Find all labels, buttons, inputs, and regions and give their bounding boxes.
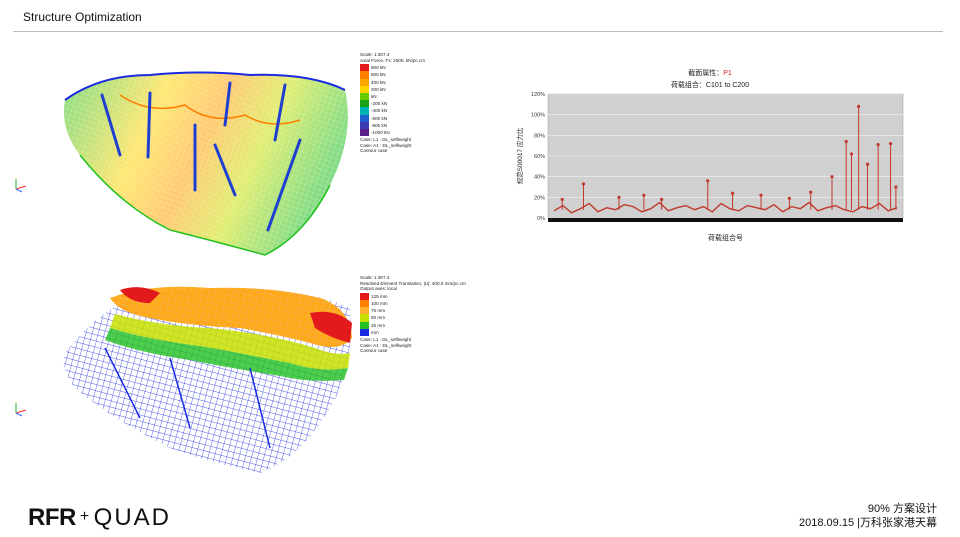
translation-legend-level-label: 100 mm (371, 300, 388, 306)
axis-triad-icon (15, 403, 27, 417)
x-axis-band (548, 218, 903, 222)
series-line (553, 201, 898, 214)
axial-legend-swatch (360, 128, 369, 137)
logo-rfr: RFR (28, 504, 76, 531)
y-tick-label: 0% (537, 216, 545, 222)
data-point (787, 196, 791, 200)
data-point (642, 193, 646, 197)
data-point (830, 175, 834, 179)
chart-title: 截面属性：P1 (688, 68, 732, 77)
legend-case2: Case: A1 : DL_selfweight (360, 342, 412, 348)
chart-title-label: 截面属性： (688, 68, 723, 77)
translation-legend-swatch (360, 314, 369, 322)
legend-title: Axial Force, Fx: 2000. kN/pc.cm (360, 57, 426, 63)
legend-scale: Scale: 1:307.4 (360, 275, 390, 280)
data-point (888, 142, 893, 146)
legend-title: Resolved Element Translation, |U|: 400.0… (360, 280, 466, 286)
chart-subtitle: 荷载组合：C101 to C200 (671, 80, 749, 89)
legend-case1: Case: L1 : DL_selfweight (360, 336, 412, 342)
axial-legend-swatch (360, 114, 369, 122)
legend-color-scale (360, 64, 369, 137)
axial-legend-swatch (360, 107, 369, 115)
data-point (581, 182, 586, 186)
data-point (560, 197, 564, 201)
y-tick-label: 120% (531, 92, 545, 98)
translation-panel: Scale: 1:307.4 Resolved Element Translat… (10, 268, 510, 488)
legend-color-scale (360, 292, 369, 336)
translation-model-view (63, 286, 352, 473)
data-point (731, 191, 735, 195)
data-point (809, 190, 813, 194)
footer-project: 2018.09.15 |万科张家港天幕 (799, 517, 937, 529)
axial-force-panel: Scale: 1:307.4 Axial Force, Fx: 2000. kN… (10, 45, 510, 260)
data-point (857, 104, 861, 108)
translation-legend-swatch (360, 299, 369, 308)
y-tick-label: 100% (531, 113, 545, 119)
translation-legend-swatch (360, 292, 369, 300)
legend-case3: Contour case (360, 148, 388, 154)
legend-axes: Output axes: local (360, 286, 397, 292)
logo: RFR + QUAD (28, 504, 171, 532)
axial-legend-level-label: 800 kN (371, 65, 386, 71)
data-point (617, 195, 621, 199)
translation-legend-swatch (360, 328, 369, 336)
translation-legend-level-label: 50 mm (371, 315, 386, 321)
data-point (876, 143, 880, 147)
translation-legend-level-label: 25 mm (371, 322, 386, 328)
y-tick-label: 80% (534, 133, 545, 139)
axial-force-model-view (64, 71, 348, 256)
axial-legend-swatch (360, 71, 369, 79)
axial-legend-swatch (360, 92, 369, 101)
axial-legend-level-label: kN (371, 93, 377, 99)
x-axis-label: 荷载组合号 (708, 233, 743, 242)
utilization-chart: 截面属性：P1 荷载组合：C101 to C200 0% 20% 40% 60% 80% 10… (515, 68, 904, 242)
y-tick-label: 40% (534, 175, 545, 181)
axial-legend-level-label: -600 kN (371, 115, 388, 121)
axial-legend-swatch (360, 78, 369, 86)
data-point (894, 185, 898, 189)
legend-case2: Case: A1 : DL_selfweight (360, 142, 412, 148)
data-point (759, 193, 763, 197)
footer-info: 90% 方案设计 2018.09.15 |万科张家港天幕 (799, 502, 937, 530)
axis-triad-icon (15, 179, 27, 193)
data-point (706, 179, 710, 183)
logo-quad: QUAD (93, 504, 172, 531)
legend-scale: Scale: 1:307.4 (360, 52, 390, 57)
axial-legend-swatch (360, 121, 369, 129)
translation-legend-level-label: 75 mm (371, 308, 386, 314)
axial-legend-level-label: -400 kN (371, 108, 388, 114)
data-point (849, 152, 854, 156)
axial-legend-level-label: 400 kN (371, 79, 386, 85)
axial-legend-level-label: 200 kN (371, 86, 386, 92)
translation-legend: Scale: 1:307.4 Resolved Element Translat… (360, 275, 466, 354)
axial-legend-level-label: 600 kN (371, 72, 386, 78)
axial-legend-swatch (360, 85, 369, 93)
legend-labels: 800 kN 600 kN 400 kN 200 kN kN -200 kN -400 kN… (371, 64, 390, 136)
axial-legend-level-label: -800 kN (371, 122, 388, 128)
footer-status: 90% 方案设计 (867, 503, 937, 515)
title-divider (13, 31, 943, 32)
axial-force-legend: Scale: 1:307.4 Axial Force, Fx: 2000. kN… (360, 52, 425, 154)
y-tick-label: 20% (534, 195, 545, 201)
chart-title-value: P1 (723, 70, 732, 77)
axial-legend-swatch (360, 100, 369, 108)
legend-labels: 125 mm 100 mm 75 mm 50 mm 25 mm mm (371, 293, 388, 336)
translation-legend-swatch (360, 307, 369, 315)
translation-legend-level-label: mm (371, 329, 379, 335)
logo-plus: + (79, 508, 90, 525)
translation-legend-level-label: 125 mm (371, 293, 388, 299)
data-point (660, 197, 664, 201)
axial-legend-level-label: -1000 kN (371, 129, 390, 135)
y-axis-label: 规范S00017 应力比 (515, 127, 524, 184)
legend-case1: Case: L1 : DL_selfweight (360, 137, 412, 143)
legend-case3: Contour case (360, 348, 388, 354)
y-tick-label: 60% (534, 154, 545, 160)
axial-legend-level-label: -200 kN (371, 101, 388, 107)
data-point (844, 139, 848, 144)
slide-title: Structure Optimization (23, 10, 142, 24)
axial-legend-swatch (360, 64, 369, 72)
data-point (865, 162, 870, 166)
translation-legend-swatch (360, 321, 369, 329)
